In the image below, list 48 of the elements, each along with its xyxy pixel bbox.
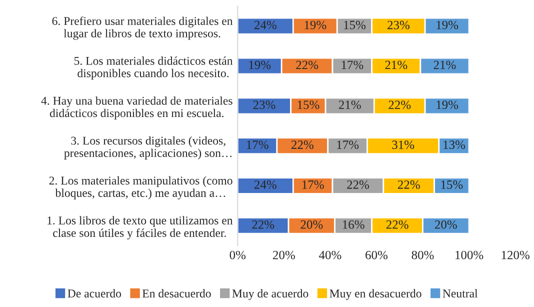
data-label: 17% [342,60,364,70]
data-label: 19% [436,100,458,110]
y-tick-label: 5. Los materiales didácticos están disponibles cuando los necesito. [74,56,233,80]
data-label: 17% [337,140,359,149]
data-label: 22% [292,140,314,149]
data-label: 22% [296,60,318,70]
x-tick-label: 0% [230,250,246,260]
data-label: 21% [338,100,361,110]
data-label: 23% [253,100,276,110]
x-tick-label: 100% [456,250,484,260]
x-tick-label: 40% [318,250,342,260]
y-tick-label: 1. Los libros de texto que utilizamos en clase son útiles y fáciles de entender. [48,216,233,240]
data-label: 19% [249,60,271,70]
data-label: 21% [434,60,456,70]
data-label: 17% [246,140,268,149]
data-label: 22% [252,220,274,229]
data-label: 19% [304,20,326,30]
data-label: 21% [385,60,408,70]
y-tick-label: 3. Los recursos digitales (videos, presentaciones, aplicaciones) son… [64,136,232,160]
legend-label: En desacuerdo [142,289,211,298]
data-label: 22% [386,220,408,229]
legend-label: Muy de acuerdo [232,289,308,300]
y-tick-label: 6. Prefiero usar materiales digitales en lugar de libros de texto impresos. [52,16,233,40]
data-label: 31% [392,140,414,149]
x-tick-label: 120% [502,250,530,260]
data-label: 24% [254,20,276,30]
data-label: 20% [434,220,457,229]
data-label: 16% [342,220,364,229]
legend-label: Muy en desacuerdo [330,289,422,300]
x-tick-label: 60% [366,250,388,260]
data-label: 22% [347,180,369,189]
data-label: 15% [344,20,366,30]
data-label: 22% [398,180,420,189]
x-tick-label: 80% [412,250,434,260]
data-label: 17% [302,180,324,189]
y-tick-label: 2. Los materiales manipulativos (como bloques, cartas, etc.) me ayudan a… [49,176,232,200]
data-label: 22% [388,100,411,110]
legend-label: De acuerdo [68,289,122,298]
data-label: 15% [298,100,320,110]
data-label: 13% [444,140,466,149]
y-tick-label: 4. Hay una buena variedad de materiales didácticos disponibles en mi escuela. [41,96,232,120]
data-label: 23% [388,20,410,30]
data-label: 24% [254,180,276,189]
data-label: 19% [436,20,458,30]
data-label: 20% [300,220,323,229]
data-label: 15% [441,180,463,189]
legend-label: Neutral [442,289,478,298]
x-tick-label: 20% [273,250,295,260]
